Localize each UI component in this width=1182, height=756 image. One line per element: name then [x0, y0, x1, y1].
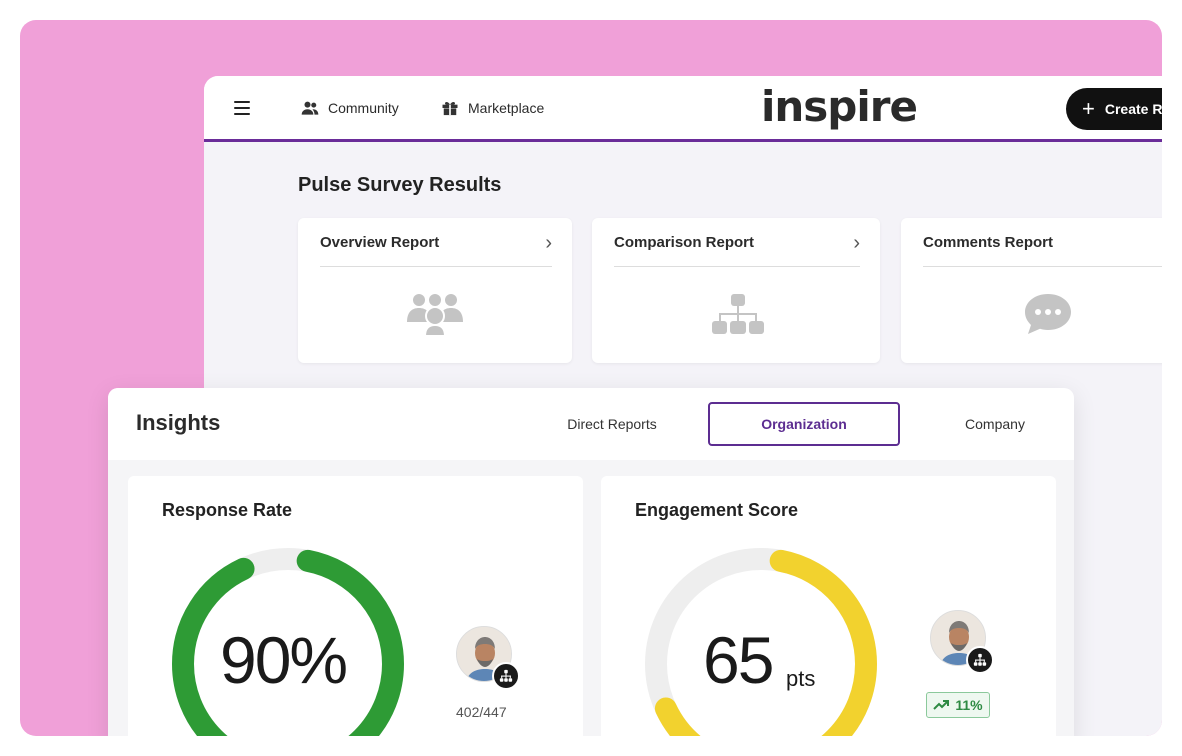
comments-report-card[interactable]: Comments Report	[901, 218, 1162, 363]
comparison-report-title: Comparison Report	[614, 234, 755, 251]
page-title: Pulse Survey Results	[298, 174, 502, 196]
trend-badge: 11%	[926, 692, 990, 718]
trending-up-icon	[933, 700, 950, 710]
response-count: 402/447	[456, 704, 507, 720]
divider	[614, 266, 860, 267]
divider	[923, 266, 1162, 267]
trend-value: 11%	[955, 697, 983, 713]
engagement-score-arc	[645, 548, 877, 736]
insights-panel: Insights Direct Reports Organization Com…	[108, 388, 1074, 736]
divider	[320, 266, 552, 267]
insights-title: Insights	[136, 410, 221, 435]
chevron-right-icon: ›	[853, 232, 860, 254]
background-stage: Community Marketplace inspire + Create R…	[20, 20, 1162, 736]
overview-report-title: Overview Report	[320, 234, 440, 251]
top-navigation-bar: Community Marketplace inspire + Create R	[204, 76, 1162, 142]
response-rate-card: Response Rate 90%	[128, 476, 583, 736]
manager-avatar[interactable]	[456, 626, 520, 690]
overview-report-card[interactable]: Overview Report ›	[298, 218, 572, 363]
people-icon	[301, 101, 319, 115]
plus-icon: +	[1082, 96, 1095, 121]
create-button[interactable]: + Create R	[1066, 88, 1162, 130]
brand-logo[interactable]: inspire	[761, 82, 918, 131]
create-button-label: Create R	[1104, 101, 1162, 117]
tab-direct-reports[interactable]: Direct Reports	[567, 416, 657, 432]
nav-community-link[interactable]: Community	[300, 98, 399, 118]
engagement-score-title: Engagement Score	[635, 500, 799, 520]
nav-community-label: Community	[328, 100, 399, 116]
chevron-right-icon: ›	[545, 232, 552, 254]
comparison-report-card[interactable]: Comparison Report ›	[592, 218, 880, 363]
response-rate-gauge	[172, 548, 404, 736]
comments-report-title: Comments Report	[923, 234, 1054, 251]
org-chart-icon	[712, 294, 764, 334]
chat-bubble-icon	[1025, 294, 1071, 334]
menu-icon[interactable]	[234, 101, 250, 115]
gift-icon	[442, 101, 458, 116]
response-rate-value: 90%	[220, 623, 348, 697]
avatar	[930, 610, 986, 666]
response-rate-title: Response Rate	[162, 500, 293, 520]
nav-marketplace-link[interactable]: Marketplace	[440, 98, 544, 118]
manager-avatar[interactable]	[930, 610, 994, 674]
org-chart-icon	[492, 662, 520, 690]
org-chart-icon	[966, 646, 994, 674]
group-icon	[407, 294, 463, 337]
tab-organization[interactable]: Organization	[708, 402, 900, 446]
engagement-score-gauge	[645, 548, 877, 736]
response-rate-arc	[172, 548, 404, 736]
engagement-score-card: Engagement Score 65 pts	[601, 476, 1056, 736]
nav-marketplace-label: Marketplace	[468, 100, 545, 116]
engagement-score-value: 65	[703, 623, 774, 697]
engagement-score-unit: pts	[786, 666, 816, 691]
insights-header: Insights Direct Reports Organization Com…	[108, 388, 1074, 460]
tab-company[interactable]: Company	[965, 416, 1025, 432]
